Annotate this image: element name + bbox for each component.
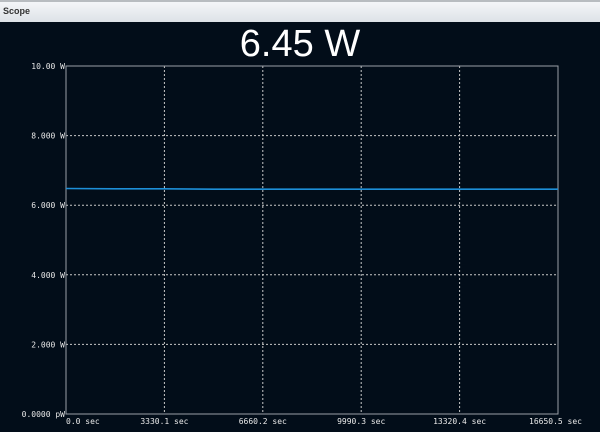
x-tick-label: 0.0 sec [66,417,100,426]
title-bar: Scope [0,0,600,22]
x-tick-label: 13320.4 sec [433,417,486,426]
x-tick-label: 9990.3 sec [337,417,385,426]
y-tick-label: 0.0000 pW [22,410,66,419]
window-title: Scope [3,6,31,16]
y-tick-label: 8.000 W [31,132,65,141]
plot-frame [65,65,559,415]
y-tick-label: 6.000 W [31,201,65,210]
x-tick-label: 6660.2 sec [239,417,287,426]
power-readout: 6.45 W [239,23,361,65]
x-tick-label: 3330.1 sec [140,417,188,426]
y-tick-label: 10.00 W [31,62,65,71]
x-tick-label: 16650.5 sec [529,417,582,426]
y-tick-label: 4.000 W [31,271,65,280]
power-trace [65,187,558,190]
y-tick-label: 2.000 W [31,340,65,349]
